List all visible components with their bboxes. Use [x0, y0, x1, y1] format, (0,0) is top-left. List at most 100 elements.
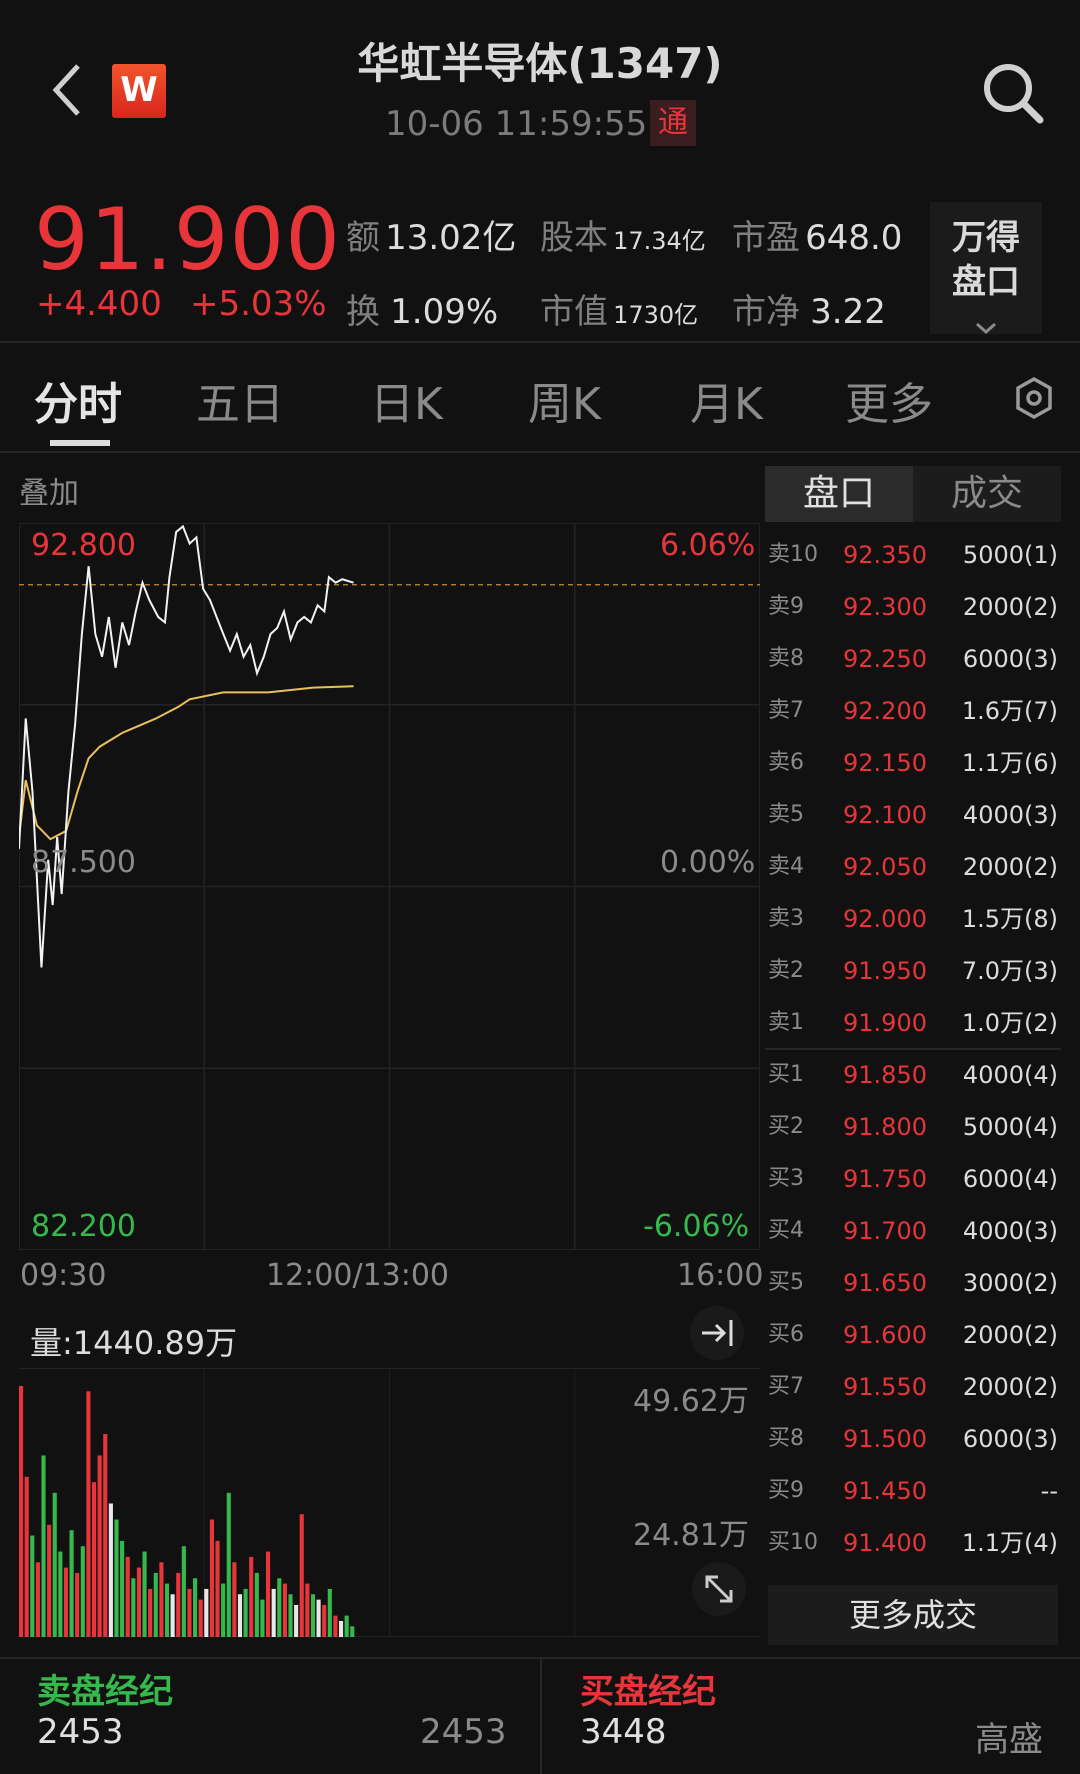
level-price: 91.400	[843, 1529, 927, 1557]
pct-label-mid: 0.00%	[660, 845, 756, 880]
volume-bar	[204, 1588, 209, 1637]
level-price: 91.850	[843, 1061, 927, 1089]
sell-broker-id[interactable]: 2453	[37, 1712, 124, 1752]
back-chevron-icon	[52, 64, 80, 116]
ask-row[interactable]: 卖5 92.100 4000(3)	[768, 789, 1058, 841]
y-label-mid: 87.500	[31, 845, 136, 880]
jump-to-latest-button[interactable]	[690, 1306, 744, 1360]
settings-hexagon-icon	[1016, 376, 1052, 420]
level-volume: 2000(2)	[962, 1321, 1058, 1349]
ask-row[interactable]: 卖1 91.900 1.0万(2)	[768, 997, 1058, 1049]
volume-bar	[344, 1615, 349, 1637]
ask-row[interactable]: 卖4 92.050 2000(2)	[768, 841, 1058, 893]
stat-share-capital: 股本 17.34亿	[540, 218, 706, 258]
ask-row[interactable]: 卖10 92.350 5000(1)	[768, 529, 1058, 581]
tab-intraday[interactable]: 分时	[34, 379, 122, 430]
tab-order-book[interactable]: 盘口	[765, 466, 913, 522]
level-label: 卖6	[768, 750, 804, 775]
volume-bar	[266, 1551, 271, 1637]
pct-label-high: 6.06%	[660, 528, 756, 563]
volume-bar	[108, 1503, 113, 1637]
volume-bar	[327, 1588, 332, 1637]
x-label-midday: 12:00/13:00	[266, 1258, 450, 1293]
x-label-close: 16:00	[677, 1258, 764, 1293]
buy-broker-id[interactable]: 3448	[580, 1712, 667, 1752]
bid-row[interactable]: 买8 91.500 6000(3)	[768, 1413, 1058, 1465]
volume-bar	[103, 1434, 108, 1637]
tab-daily-k[interactable]: 日K	[370, 379, 443, 430]
level-volume: 4000(3)	[962, 1217, 1058, 1245]
divider	[0, 1657, 1080, 1659]
volume-bar	[277, 1578, 282, 1637]
volume-bar	[243, 1588, 248, 1637]
volume-bar	[350, 1626, 355, 1637]
bid-row[interactable]: 买10 91.400 1.1万(4)	[768, 1517, 1058, 1569]
price-change: +4.400	[36, 284, 162, 324]
ask-row[interactable]: 卖6 92.150 1.1万(6)	[768, 737, 1058, 789]
volume-bar	[316, 1599, 321, 1637]
ask-row[interactable]: 卖7 92.200 1.6万(7)	[768, 685, 1058, 737]
buy-broker-name[interactable]: 高盛	[975, 1720, 1043, 1760]
volume-bar	[338, 1620, 344, 1637]
bid-row[interactable]: 买2 91.800 5000(4)	[768, 1101, 1058, 1153]
level-label: 卖3	[768, 906, 804, 931]
back-button[interactable]	[46, 60, 86, 120]
level-label: 买2	[768, 1114, 804, 1139]
volume-bar	[271, 1588, 276, 1637]
level-label: 卖4	[768, 854, 804, 879]
fullscreen-button[interactable]	[692, 1562, 746, 1616]
ask-row[interactable]: 卖8 92.250 6000(3)	[768, 633, 1058, 685]
search-button[interactable]	[980, 60, 1046, 130]
wande-label-1: 万得	[952, 218, 1020, 258]
level-volume: 2000(2)	[962, 1373, 1058, 1401]
level-label: 买6	[768, 1322, 804, 1347]
volume-bar	[164, 1583, 170, 1637]
x-label-open: 09:30	[20, 1258, 107, 1293]
bid-row[interactable]: 买5 91.650 3000(2)	[768, 1257, 1058, 1309]
level-volume: 2000(2)	[962, 593, 1058, 621]
ask-row[interactable]: 卖3 92.000 1.5万(8)	[768, 893, 1058, 945]
volume-bar	[187, 1588, 192, 1637]
tab-trades[interactable]: 成交	[950, 473, 1023, 514]
volume-bar	[215, 1540, 220, 1637]
ask-row[interactable]: 卖9 92.300 2000(2)	[768, 581, 1058, 633]
volume-bar	[170, 1594, 175, 1637]
volume-chart	[19, 1368, 760, 1637]
level-volume: 4000(3)	[962, 801, 1058, 829]
level-label: 买5	[768, 1270, 804, 1295]
volume-bar	[47, 1524, 52, 1637]
ask-row[interactable]: 卖2 91.950 7.0万(3)	[768, 945, 1058, 997]
volume-bar	[80, 1546, 85, 1637]
level-volume: 1.6万(7)	[961, 697, 1058, 725]
volume-title: 量:1440.89万	[30, 1324, 238, 1362]
level-price: 92.350	[843, 541, 927, 569]
buy-broker-title: 买盘经纪	[580, 1672, 716, 1712]
tab-more[interactable]: 更多	[845, 379, 933, 430]
volume-bar	[237, 1594, 243, 1637]
level-price: 91.800	[843, 1113, 927, 1141]
pct-label-low: -6.06%	[643, 1209, 750, 1244]
level-price: 91.650	[843, 1269, 927, 1297]
wande-orderbook-button[interactable]: 万得 盘口	[930, 202, 1042, 335]
volume-bar	[198, 1599, 203, 1637]
sell-broker-name[interactable]: 2453	[420, 1712, 507, 1752]
volume-bar	[86, 1391, 91, 1637]
chart-settings-button[interactable]	[1014, 376, 1054, 424]
bid-row[interactable]: 买9 91.450 --	[768, 1465, 1058, 1517]
wande-label-2: 盘口	[952, 262, 1020, 302]
tab-weekly-k[interactable]: 周K	[528, 379, 601, 430]
more-trades-button[interactable]: 更多成交	[768, 1585, 1058, 1645]
volume-bar	[30, 1535, 35, 1637]
overlay-button[interactable]: 叠加	[19, 476, 79, 511]
bid-row[interactable]: 买3 91.750 6000(4)	[768, 1153, 1058, 1205]
level-price: 91.900	[843, 1009, 927, 1037]
bid-row[interactable]: 买7 91.550 2000(2)	[768, 1361, 1058, 1413]
bid-row[interactable]: 买4 91.700 4000(3)	[768, 1205, 1058, 1257]
tab-five-day[interactable]: 五日	[196, 379, 284, 430]
bid-row[interactable]: 买6 91.600 2000(2)	[768, 1309, 1058, 1361]
tab-monthly-k[interactable]: 月K	[690, 379, 763, 430]
volume-bar	[159, 1562, 164, 1637]
intraday-price-chart[interactable]	[19, 523, 760, 1250]
bid-row[interactable]: 买1 91.850 4000(4)	[768, 1049, 1058, 1101]
level-label: 买7	[768, 1374, 804, 1399]
